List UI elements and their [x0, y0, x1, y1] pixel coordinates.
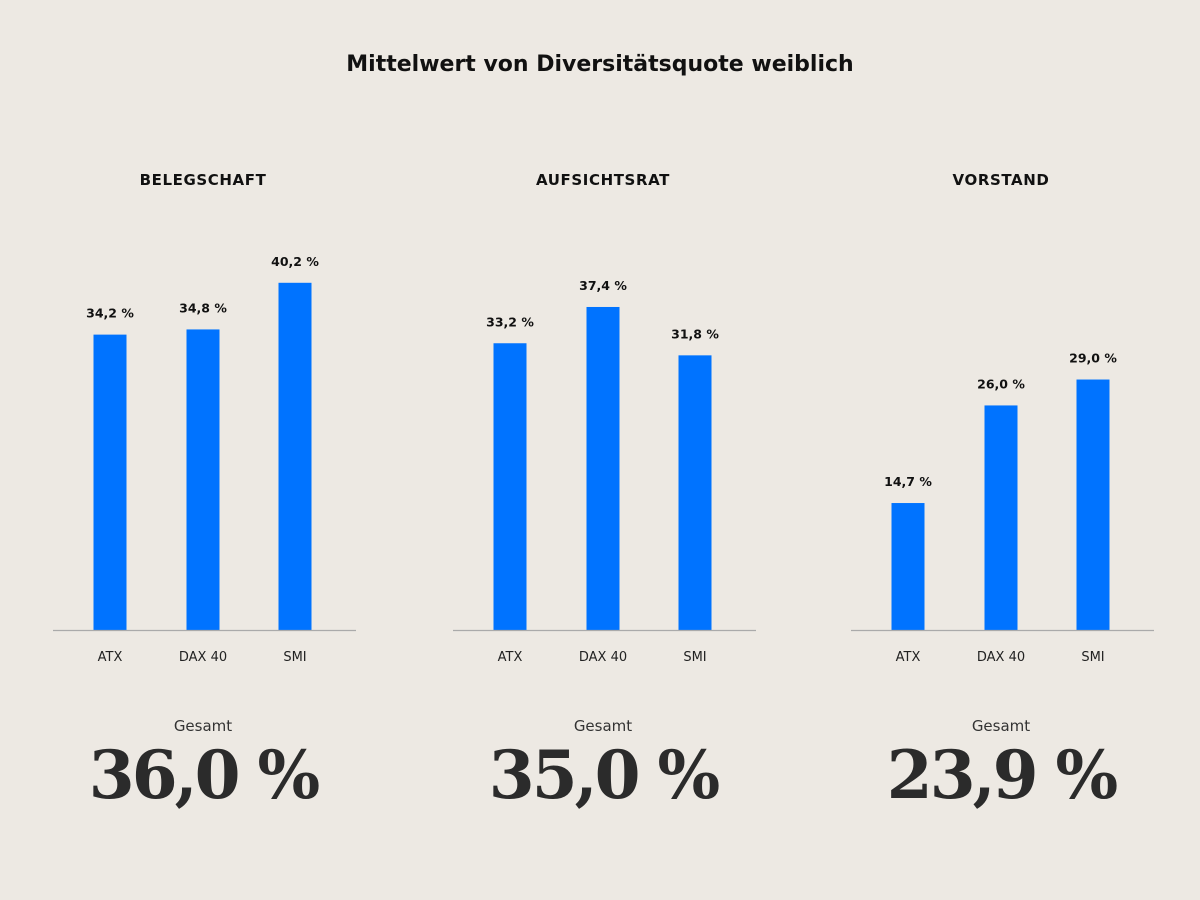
data-label: 29,0 % — [1069, 351, 1117, 366]
data-label: 26,0 % — [977, 376, 1025, 391]
bar-chart-aufsichtsrat: 33,2 % ATX 37,4 % DAX 40 31,8 % SMI — [453, 278, 756, 665]
data-label: 37,4 % — [579, 278, 627, 293]
x-tick-label: SMI — [283, 650, 306, 665]
chart-title: Mittelwert von Diversitätsquote weiblich — [346, 52, 854, 77]
x-tick-label: DAX 40 — [179, 650, 227, 665]
data-label: 40,2 % — [271, 254, 319, 269]
bar-dax-40 — [984, 405, 1018, 630]
panel-title: VORSTAND — [952, 171, 1050, 189]
x-tick-label: SMI — [1081, 650, 1104, 665]
x-tick-label: ATX — [896, 650, 921, 665]
bar-smi — [278, 282, 312, 630]
chart-panel-aufsichtsrat: AUFSICHTSRAT 33,2 % ATX 37,4 % DAX 40 31,8 %… — [438, 0, 768, 900]
x-tick-label: ATX — [498, 650, 523, 665]
x-tick-label: DAX 40 — [977, 650, 1025, 665]
bar-atx — [93, 334, 127, 630]
bar-atx — [891, 503, 925, 630]
total-label: Gesamt — [971, 717, 1031, 735]
bar-atx — [493, 343, 527, 630]
data-label: 33,2 % — [486, 314, 534, 329]
x-tick-label: DAX 40 — [579, 650, 627, 665]
bar-dax-40 — [186, 329, 220, 630]
bar-chart-vorstand: 14,7 % ATX 26,0 % DAX 40 29,0 % SMI — [851, 351, 1154, 665]
data-label: 14,7 % — [884, 474, 932, 489]
bar-smi — [678, 355, 712, 630]
data-label: 34,8 % — [179, 300, 227, 315]
bar-dax-40 — [586, 306, 620, 630]
panel-title: AUFSICHTSRAT — [536, 171, 670, 189]
x-tick-label: ATX — [98, 650, 123, 665]
total-value: 36,0 % — [88, 736, 320, 814]
chart-panel-belegschaft: BELEGSCHAFT 34,2 % ATX 34,8 % DAX 40 40,2 % S… — [38, 0, 368, 900]
total-label: Gesamt — [573, 717, 633, 735]
total-value: 35,0 % — [488, 736, 720, 814]
chart-panel-vorstand: VORSTAND 14,7 % ATX 26,0 % DAX 40 29,0 % SMI … — [836, 0, 1166, 900]
bar-smi — [1076, 379, 1110, 630]
data-label: 31,8 % — [671, 326, 719, 341]
total-label: Gesamt — [173, 717, 233, 735]
panel-title: BELEGSCHAFT — [139, 171, 267, 189]
bar-chart-belegschaft: 34,2 % ATX 34,8 % DAX 40 40,2 % SMI — [53, 254, 356, 665]
data-label: 34,2 % — [86, 306, 134, 321]
x-tick-label: SMI — [683, 650, 706, 665]
total-value: 23,9 % — [886, 736, 1118, 814]
